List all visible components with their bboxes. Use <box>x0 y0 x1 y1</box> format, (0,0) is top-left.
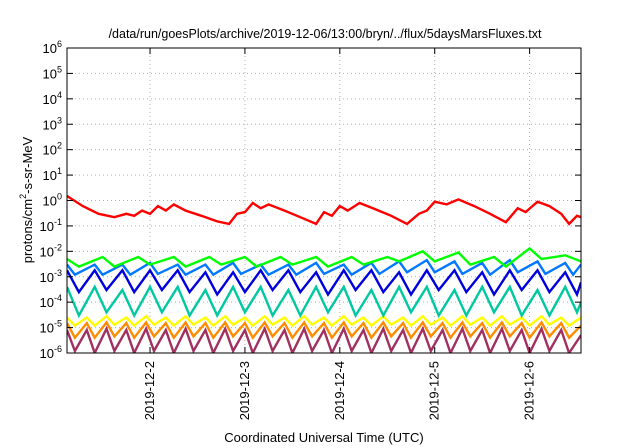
series-line <box>67 268 581 298</box>
y-tick-label: 10-4 <box>40 293 62 310</box>
y-tick-base: 10 <box>40 321 54 336</box>
y-axis-label: protons/cm2-s-sr-MeV <box>18 136 35 263</box>
y-tick-label: 100 <box>43 192 62 209</box>
y-tick-label: 10-3 <box>40 268 62 285</box>
y-tick-exponent: -6 <box>54 344 62 354</box>
y-tick-base: 10 <box>43 168 57 183</box>
y-tick-exponent: -1 <box>54 217 62 227</box>
x-tick-label: 2019-12-3 <box>237 361 252 420</box>
y-tick-label: 102 <box>43 141 62 158</box>
y-tick-base: 10 <box>43 66 57 81</box>
chart-title: /data/run/goesPlots/archive/2019-12-06/1… <box>109 27 542 41</box>
grid <box>67 48 581 353</box>
y-axis-label-prefix: protons/cm <box>20 199 35 263</box>
y-tick-base: 10 <box>43 143 57 158</box>
y-tick-label: 10-1 <box>40 217 62 234</box>
y-tick-label: 103 <box>43 115 62 132</box>
y-tick-exponent: 6 <box>57 39 62 49</box>
series-line <box>67 325 581 353</box>
y-tick-base: 10 <box>40 346 54 361</box>
x-tick-label: 2019-12-5 <box>427 361 442 420</box>
y-tick-base: 10 <box>43 117 57 132</box>
y-tick-exponent: -3 <box>54 268 62 278</box>
y-tick-exponent: -4 <box>54 293 62 303</box>
y-tick-exponent: 4 <box>57 90 62 100</box>
series-line <box>67 284 581 319</box>
y-axis-label-superscript: 2 <box>18 194 28 199</box>
y-tick-base: 10 <box>43 194 57 209</box>
y-tick-base: 10 <box>40 295 54 310</box>
y-tick-exponent: 5 <box>57 64 62 74</box>
x-axis-label: Coordinated Universal Time (UTC) <box>224 430 423 445</box>
y-tick-base: 10 <box>40 244 54 259</box>
series-layer <box>67 194 581 353</box>
y-tick-label: 10-6 <box>40 344 62 361</box>
y-tick-label: 10-2 <box>40 242 62 259</box>
y-tick-base: 10 <box>40 270 54 285</box>
y-tick-label: 105 <box>43 64 62 81</box>
y-tick-exponent: 3 <box>57 115 62 125</box>
y-axis-label-suffix: -s-sr-MeV <box>20 136 35 193</box>
x-tick-label: 2019-12-2 <box>142 361 157 420</box>
y-tick-label: 104 <box>43 90 62 107</box>
x-tick-label: 2019-12-4 <box>332 361 347 420</box>
series-line <box>67 320 581 340</box>
y-tick-base: 10 <box>43 92 57 107</box>
series-line <box>67 314 581 328</box>
series-line <box>67 194 581 226</box>
y-tick-exponent: -2 <box>54 242 62 252</box>
y-tick-label: 106 <box>43 39 62 56</box>
y-tick-exponent: -5 <box>54 319 62 329</box>
y-axis: 10-610-510-410-310-210-11001011021031041… <box>40 39 581 361</box>
y-tick-exponent: 2 <box>57 141 62 151</box>
x-axis: 2019-12-2 2019-12-3 2019-12-4 2019-12-5 2019… <box>142 48 537 420</box>
y-tick-label: 101 <box>43 166 62 183</box>
y-tick-base: 10 <box>43 41 57 56</box>
y-tick-label: 10-5 <box>40 319 62 336</box>
series-line <box>67 246 581 269</box>
y-tick-base: 10 <box>40 219 54 234</box>
y-tick-exponent: 0 <box>57 192 62 202</box>
y-tick-exponent: 1 <box>57 166 62 176</box>
x-tick-label: 2019-12-6 <box>522 361 537 420</box>
